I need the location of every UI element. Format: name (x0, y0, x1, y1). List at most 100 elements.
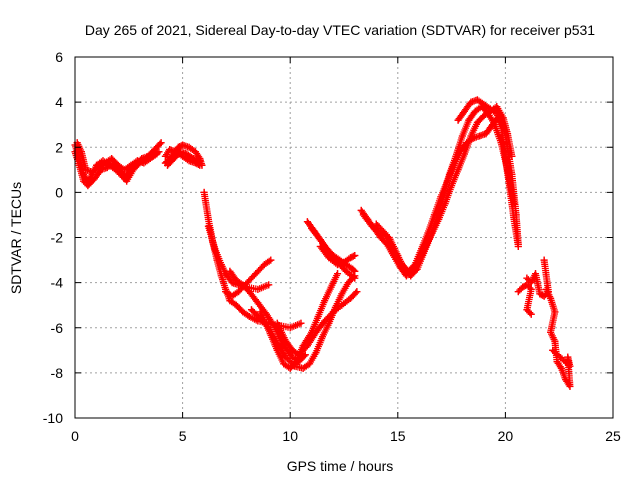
data-point (334, 270, 342, 278)
x-tick-label: 10 (282, 428, 298, 444)
x-tick-label: 0 (71, 428, 79, 444)
data-point (564, 353, 572, 361)
data-point (473, 118, 481, 126)
data-point (430, 211, 438, 219)
y-tick-label: 0 (55, 184, 63, 200)
data-point (359, 211, 367, 219)
data-point (80, 177, 88, 185)
data-point (228, 292, 236, 300)
data-point (325, 254, 333, 262)
data-point (84, 182, 92, 190)
data-point (170, 155, 178, 163)
data-point (108, 155, 116, 163)
data-point (527, 279, 535, 287)
data-point (316, 243, 324, 251)
data-point (480, 100, 488, 108)
data-point (297, 319, 305, 327)
data-point (82, 166, 90, 174)
data-point (443, 177, 451, 185)
data-point (254, 299, 262, 307)
y-tick-label: 2 (55, 139, 63, 155)
data-point (127, 161, 135, 169)
data-point (488, 121, 496, 129)
data-point (338, 301, 346, 309)
x-tick-label: 15 (390, 428, 406, 444)
data-point (123, 177, 131, 185)
data-point (342, 267, 350, 275)
data-point (510, 215, 518, 223)
data-point (381, 229, 389, 237)
data-point (329, 308, 337, 316)
data-point (346, 294, 354, 302)
data-point (547, 328, 555, 336)
data-point (282, 353, 290, 361)
data-point (372, 220, 380, 228)
data-point (314, 312, 322, 320)
data-point (288, 346, 296, 354)
data-point (192, 148, 200, 156)
data-point (454, 116, 462, 124)
series-markers (359, 103, 518, 280)
data-point (424, 229, 432, 237)
data-point (217, 261, 225, 269)
data-series (71, 96, 574, 390)
y-tick-label: 6 (55, 49, 63, 65)
data-point (551, 337, 559, 345)
data-point (299, 364, 307, 372)
data-point (523, 281, 531, 289)
data-point (252, 270, 260, 278)
data-point (235, 288, 243, 296)
data-point (321, 317, 329, 325)
data-point (88, 168, 96, 176)
data-point (557, 364, 565, 372)
data-point (247, 306, 255, 314)
series-pass-3 (73, 139, 161, 176)
data-point (200, 188, 208, 196)
data-point (389, 247, 397, 255)
data-point (217, 272, 225, 280)
data-point (267, 256, 275, 264)
data-point (157, 139, 165, 147)
data-point (501, 155, 509, 163)
data-point (405, 267, 413, 275)
data-point (417, 245, 425, 253)
data-point (508, 170, 516, 178)
data-point (176, 148, 184, 156)
data-point (286, 324, 294, 332)
y-tick-label: -10 (43, 410, 63, 426)
data-point (101, 159, 109, 167)
data-point (161, 152, 169, 160)
data-point (303, 342, 311, 350)
data-point (523, 306, 531, 314)
series-pass-21 (514, 281, 535, 318)
data-point (514, 288, 522, 296)
y-tick-label: 4 (55, 94, 63, 110)
data-point (456, 148, 464, 156)
data-point (316, 236, 324, 244)
data-point (204, 222, 212, 230)
data-point (183, 150, 191, 158)
data-point (527, 285, 535, 293)
data-point (346, 254, 354, 262)
data-point (514, 243, 522, 251)
data-point (437, 193, 445, 201)
data-point (120, 166, 128, 174)
data-point (239, 308, 247, 316)
data-point (338, 290, 346, 298)
data-point (497, 121, 505, 129)
data-point (450, 161, 458, 169)
data-point (566, 362, 574, 370)
series-pass-13 (273, 288, 361, 359)
data-point (260, 261, 268, 269)
series-pass-9 (222, 256, 275, 300)
data-point (527, 310, 535, 318)
data-point (523, 274, 531, 282)
data-point (303, 218, 311, 226)
series-pass-20 (454, 96, 522, 251)
data-point (351, 267, 359, 275)
y-tick-label: -8 (51, 365, 64, 381)
data-point (288, 353, 296, 361)
data-point (469, 134, 477, 142)
